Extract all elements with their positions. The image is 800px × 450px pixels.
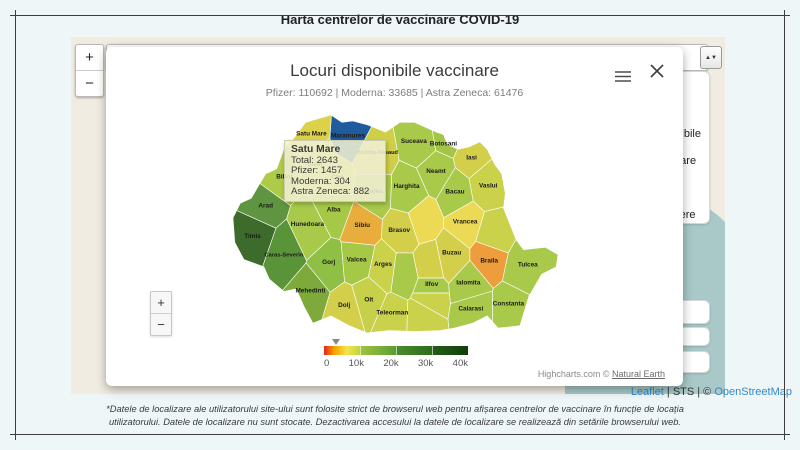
- svg-text:Alba: Alba: [327, 207, 341, 214]
- svg-text:Dolj: Dolj: [338, 302, 350, 309]
- svg-text:Hunedoara: Hunedoara: [291, 221, 325, 228]
- svg-text:Teleorman: Teleorman: [376, 310, 408, 317]
- svg-text:Harghita: Harghita: [394, 183, 420, 190]
- svg-text:Tulcea: Tulcea: [518, 262, 538, 269]
- svg-text:Neamt: Neamt: [426, 168, 446, 175]
- svg-text:Buzau: Buzau: [442, 250, 461, 257]
- svg-text:Calarasi: Calarasi: [458, 306, 483, 313]
- svg-text:Timis: Timis: [244, 233, 261, 240]
- svg-text:Mehedinti: Mehedinti: [295, 288, 325, 295]
- svg-text:Maramures: Maramures: [331, 133, 366, 140]
- svg-text:Vrancea: Vrancea: [453, 219, 478, 226]
- svg-text:Ilfov: Ilfov: [425, 281, 439, 288]
- svg-text:Arges: Arges: [374, 261, 393, 268]
- svg-text:Iasi: Iasi: [466, 154, 477, 161]
- svg-text:Valcea: Valcea: [347, 256, 367, 263]
- svg-text:Arad: Arad: [258, 203, 273, 210]
- svg-text:Sibiu: Sibiu: [354, 222, 370, 229]
- svg-text:Braila: Braila: [480, 258, 498, 265]
- svg-text:Botosani: Botosani: [430, 141, 458, 148]
- svg-text:Ialomita: Ialomita: [456, 279, 481, 286]
- svg-text:Suceava: Suceava: [401, 138, 427, 145]
- svg-text:Brasov: Brasov: [388, 227, 410, 234]
- svg-text:Gorj: Gorj: [322, 259, 335, 266]
- svg-text:Vaslui: Vaslui: [479, 183, 498, 190]
- svg-text:Caras-Severin: Caras-Severin: [264, 253, 303, 259]
- svg-text:Satu Mare: Satu Mare: [296, 130, 327, 137]
- svg-text:Constanta: Constanta: [493, 301, 525, 308]
- svg-text:Bacau: Bacau: [445, 189, 464, 196]
- svg-text:Olt: Olt: [364, 297, 374, 304]
